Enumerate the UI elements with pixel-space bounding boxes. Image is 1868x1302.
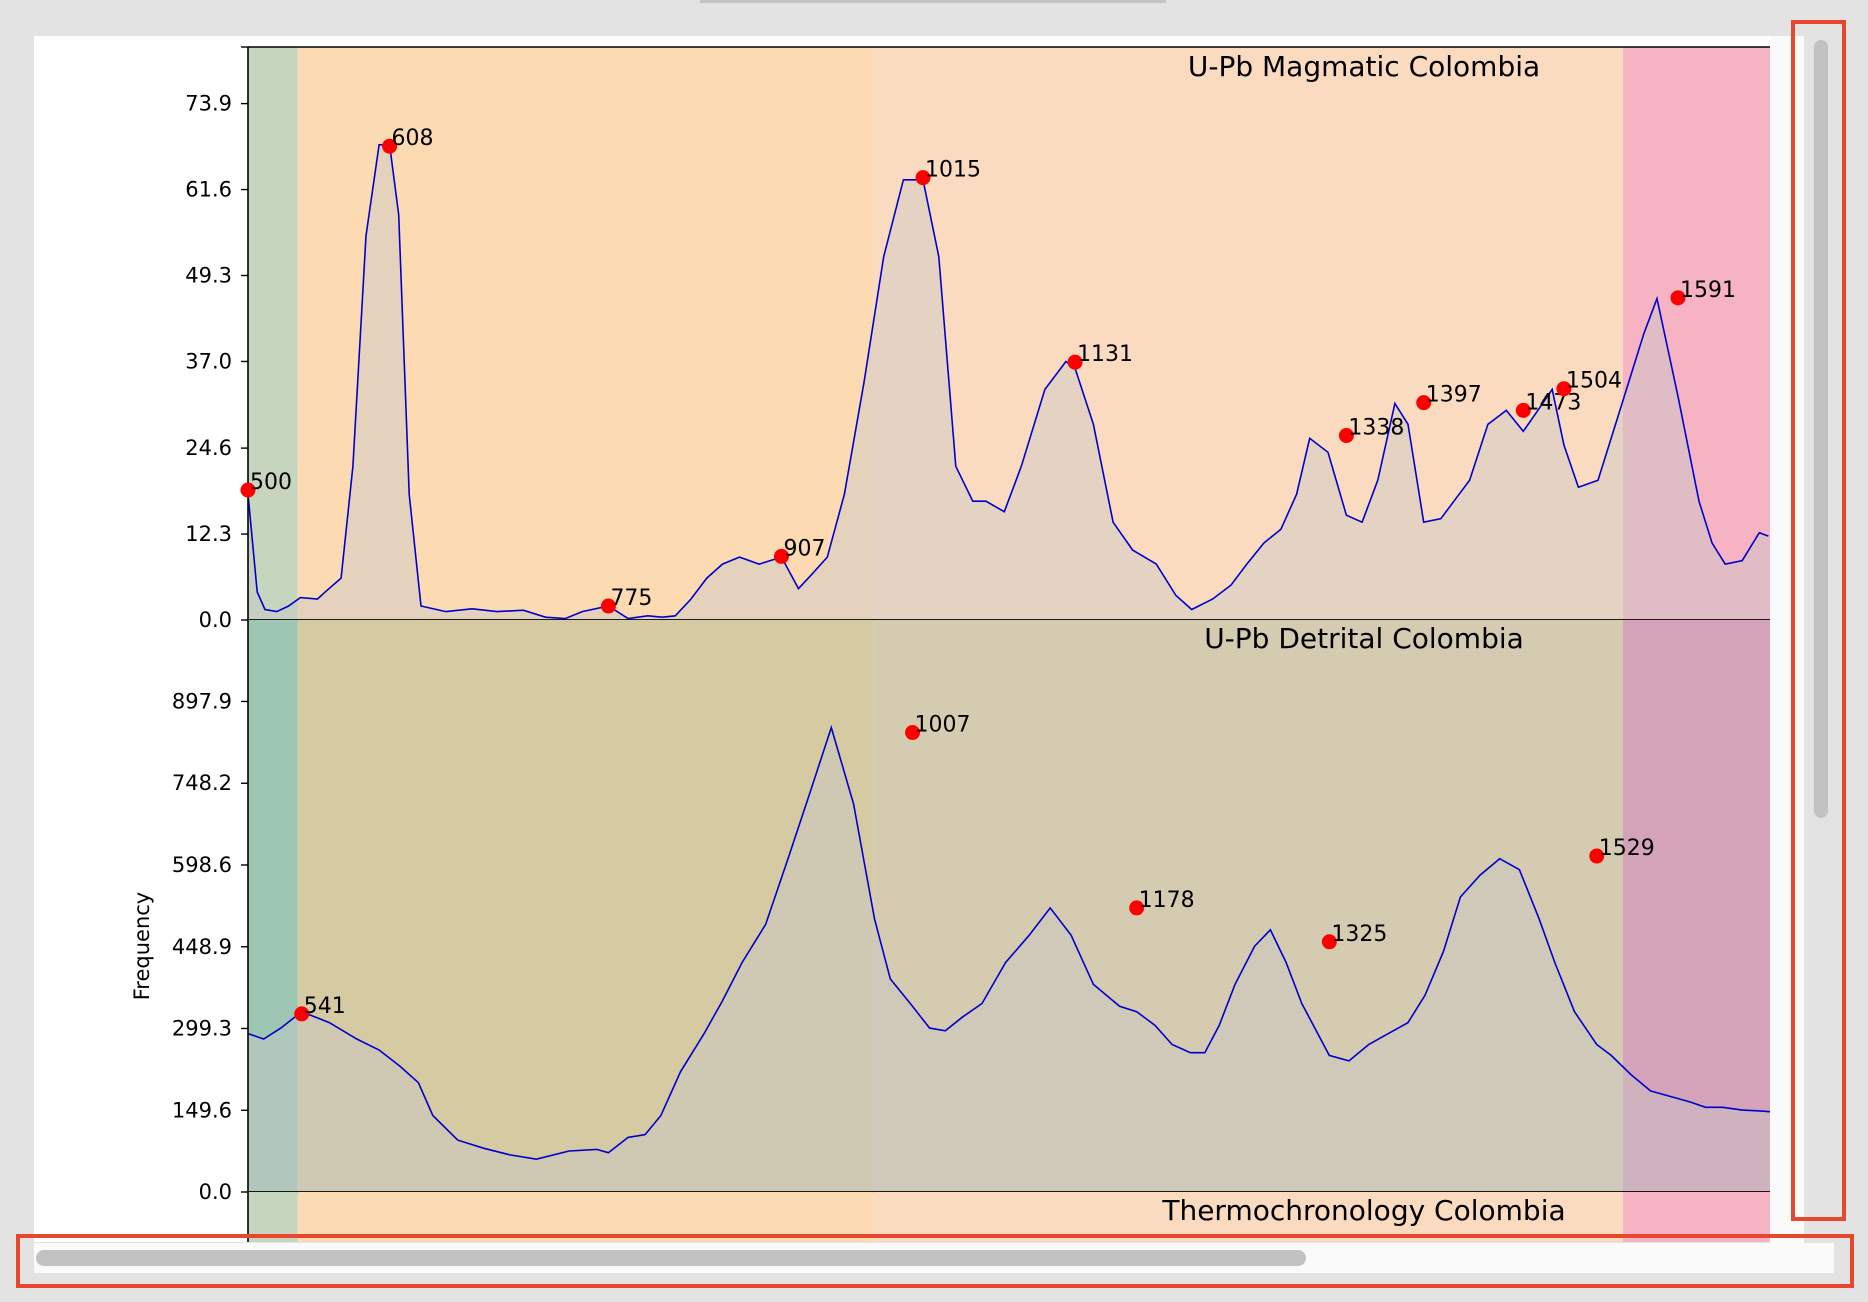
band-3 [873,1192,1623,1242]
peak-marker [1515,402,1531,418]
peak-marker [1321,934,1337,950]
panel-3: Thermochronology Colombia [247,1192,1804,1242]
peak-marker [1416,395,1432,411]
window-tab-edge [700,0,1166,3]
band-1 [248,1192,298,1242]
y-tick-label: 49.3 [185,264,232,288]
peak-marker [915,170,931,186]
vertical-scrollbar-highlight-box [1791,20,1846,1221]
y-axis-label: Frequency [130,892,154,1001]
panel-2: 0.0 149.6 299.3 448.9 598.6 748.2 897.9 U-Pb De… [130,620,1804,1204]
horizontal-scrollbar-highlight-box [16,1234,1854,1288]
density-line [247,724,1795,1161]
peak-marker [294,1006,310,1022]
peak-label: 1338 [1348,416,1404,441]
vertical-scrollbar-track[interactable] [1770,36,1804,1243]
y-tick-label: 149.6 [172,1098,232,1122]
y-tick-label: 748.2 [172,771,232,795]
peak-label: 775 [610,586,652,611]
peak-label: 1529 [1599,836,1655,861]
peak-label: 1504 [1566,369,1622,394]
density-line [247,144,1769,620]
horizontal-scrollbar-thumb[interactable] [36,1250,1306,1266]
panel-title: U-Pb Detrital Colombia [1204,622,1524,655]
vertical-scrollbar-thumb[interactable] [1814,40,1828,818]
panel-title: U-Pb Magmatic Colombia [1188,50,1540,83]
density-area [248,727,1795,1192]
peak-label: 608 [392,126,434,151]
peak-marker [1589,848,1605,864]
stacked-chart: 0.0 12.3 24.6 37.0 49.3 61.6 73.9 U-Pb Magmatic… [130,46,1804,1242]
y-tick-label: 12.3 [185,522,232,546]
plot-viewport: 0.0 12.3 24.6 37.0 49.3 61.6 73.9 U-Pb Magmatic… [34,36,1804,1242]
band-3 [873,620,1623,1192]
peak-label: 1178 [1139,888,1195,913]
y-tick-label: 37.0 [185,349,232,373]
peak-label: 1591 [1680,278,1736,303]
y-tick-label: 24.6 [185,436,232,460]
peak-marker [240,482,256,498]
peak-label: 1131 [1077,342,1133,367]
band-3 [873,47,1623,620]
density-area [248,144,1769,621]
peak-marker [773,548,789,564]
y-tick-label: 897.9 [172,689,232,713]
y-tick-label: 448.9 [172,935,232,959]
peak-label: 1007 [915,713,971,738]
peak-marker [1556,381,1572,397]
band-2 [297,1192,874,1242]
y-tick-label: 73.9 [185,92,232,116]
peak-marker [600,598,616,614]
peak-label: 500 [250,470,292,495]
peak-label: 907 [783,536,825,561]
y-tick-label: 0.0 [199,608,232,632]
peak-label: 1325 [1331,922,1387,947]
peak-label: 1397 [1426,383,1482,408]
band-1 [248,620,298,1192]
peak-marker [1338,428,1354,444]
peak-marker [1670,290,1686,306]
peak-label: 1473 [1525,390,1581,415]
panel-title: Thermochronology Colombia [1161,1194,1565,1227]
peak-marker [382,138,398,154]
y-tick-label: 61.6 [185,178,232,202]
y-tick-label: 0.0 [199,1180,232,1204]
peak-label: 541 [304,994,346,1019]
y-tick-label: 598.6 [172,853,232,877]
band-1 [248,47,298,620]
peak-marker [1067,354,1083,370]
peak-marker [1129,900,1145,916]
peak-marker [905,725,921,741]
scrollbar-corner [1804,1243,1834,1273]
peak-label: 1015 [925,158,981,183]
band-2 [297,620,874,1192]
y-tick-label: 299.3 [172,1016,232,1040]
panel-1: 0.0 12.3 24.6 37.0 49.3 61.6 73.9 U-Pb Magmatic… [185,46,1804,632]
